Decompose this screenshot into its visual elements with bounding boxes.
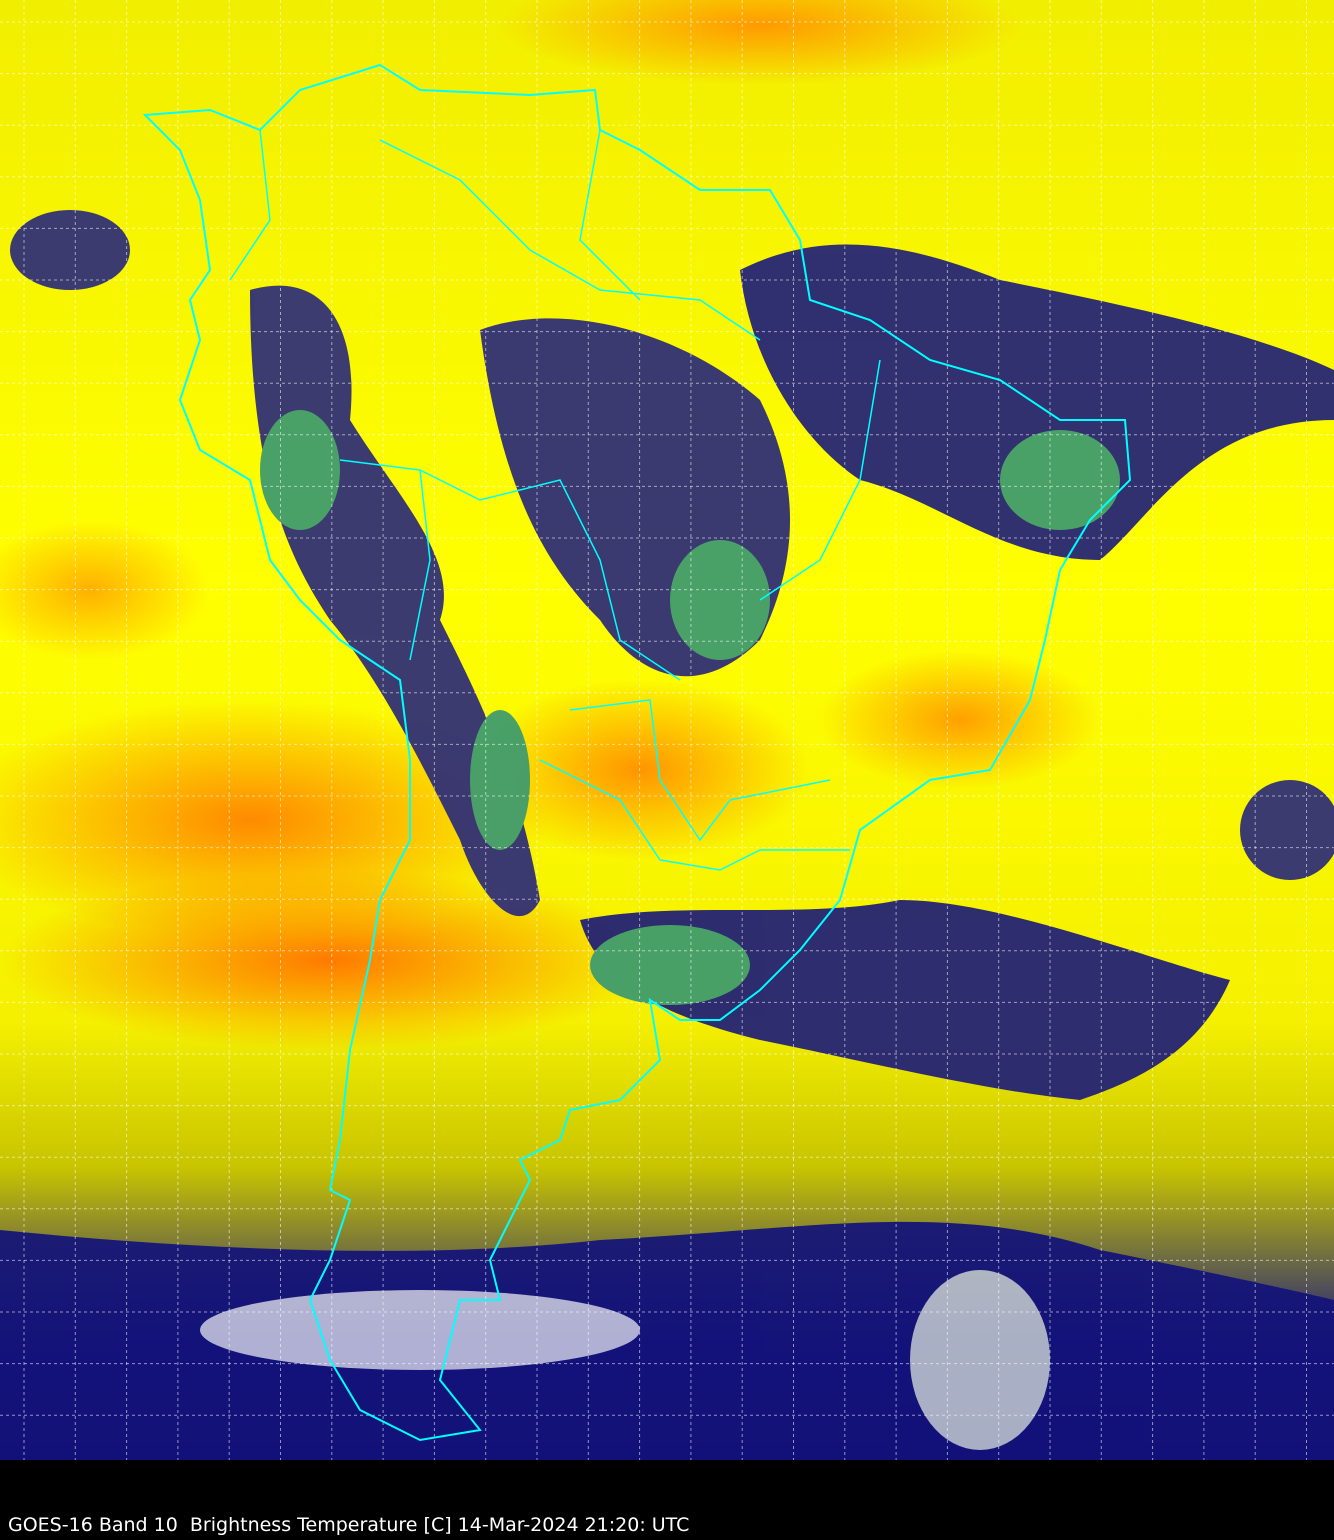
lat-lon-grid [0,0,1334,1460]
cold-cloud-atlantic [910,1270,1050,1450]
cloud-band-southern [0,1221,1334,1460]
cold-cloud-amazon [670,540,770,660]
cold-cloud-bolivia [470,710,530,850]
cloud-band-northeast [740,244,1334,561]
map-overlay [0,0,1334,1460]
cold-cloud-uruguay [590,925,750,1005]
satellite-image [0,0,1334,1460]
cloud-masses [0,210,1334,1460]
cold-cloud-ne [1000,430,1120,530]
cold-cloud-nw [10,210,130,290]
cold-cloud-east [1240,780,1334,880]
south-america-coastline [142,63,1132,1442]
cold-cloud-patagonia [200,1290,640,1370]
country-borders [229,129,881,871]
figure-caption: GOES-16 Band 10 Brightness Temperature [… [8,1514,690,1536]
cold-cloud-peru [260,410,340,530]
